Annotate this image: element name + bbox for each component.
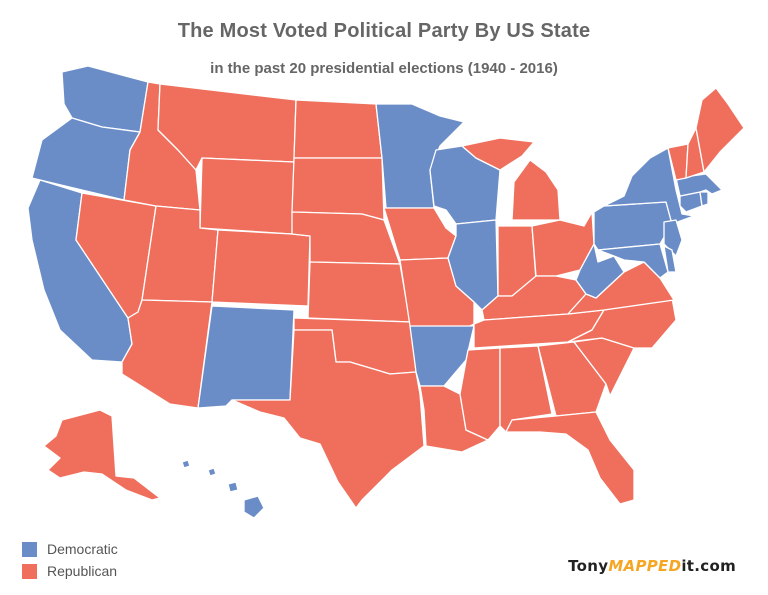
state-RI[interactable]: [699, 191, 709, 207]
credit-mid: MAPPED: [608, 557, 682, 575]
state-PA[interactable]: [593, 201, 673, 251]
state-FL[interactable]: [505, 411, 635, 505]
state-SD[interactable]: [291, 157, 385, 221]
state-HI-maui[interactable]: [227, 481, 239, 493]
legend-item-republican: Republican: [22, 560, 118, 582]
state-AK[interactable]: [43, 409, 161, 501]
state-NJ[interactable]: [663, 219, 683, 257]
legend-swatch-democratic: [22, 541, 37, 557]
state-HI-oahu[interactable]: [207, 467, 217, 477]
legend-item-democratic: Democratic: [22, 538, 118, 560]
state-MD[interactable]: [597, 243, 669, 279]
state-MI-lower[interactable]: [511, 159, 561, 221]
state-TX[interactable]: [231, 329, 425, 509]
legend-swatch-republican: [22, 563, 37, 579]
legend-label-republican: Republican: [47, 563, 118, 579]
map-title: The Most Voted Political Party By US Sta…: [177, 20, 591, 42]
state-ND[interactable]: [293, 99, 383, 159]
state-NY[interactable]: [603, 147, 695, 225]
state-DE[interactable]: [663, 245, 677, 273]
state-KS[interactable]: [307, 261, 411, 323]
state-NM[interactable]: [197, 305, 295, 409]
credit-logo: TonyMAPPEDit.com: [568, 557, 736, 575]
state-WY[interactable]: [199, 157, 295, 235]
state-IL[interactable]: [447, 219, 499, 311]
legend: Democratic Republican: [22, 538, 118, 582]
credit-prefix: Tony: [568, 557, 609, 575]
state-NC[interactable]: [567, 297, 677, 349]
credit-suffix: it.com: [681, 557, 736, 575]
state-HI-kauai[interactable]: [181, 459, 191, 469]
state-CO[interactable]: [211, 229, 311, 307]
state-MA[interactable]: [675, 173, 723, 197]
legend-label-democratic: Democratic: [47, 541, 118, 557]
state-ME[interactable]: [695, 87, 745, 173]
state-GA[interactable]: [537, 341, 607, 417]
state-MS[interactable]: [459, 347, 501, 441]
map-subtitle: in the past 20 presidential elections (1…: [210, 60, 558, 77]
state-AZ[interactable]: [121, 299, 213, 409]
state-MI[interactable]: [461, 137, 535, 171]
state-HI[interactable]: [243, 495, 265, 519]
